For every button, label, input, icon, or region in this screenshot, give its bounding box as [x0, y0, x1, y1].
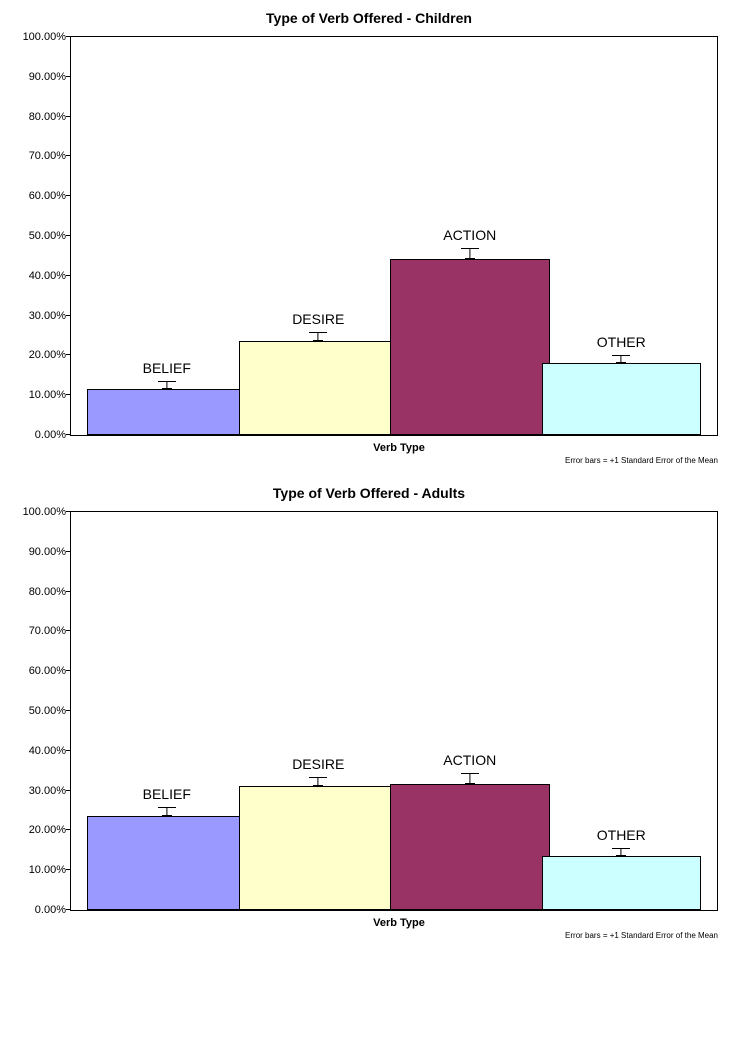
y-tick-label: 60.00% — [11, 665, 66, 677]
bar-wrap: BELIEF — [87, 816, 247, 910]
x-axis-label: Verb Type — [70, 442, 728, 454]
chart-frame: 0.00%10.00%20.00%30.00%40.00%50.00%60.00… — [70, 511, 718, 911]
error-cap — [461, 248, 479, 249]
bar-action — [390, 259, 550, 435]
bars-container: BELIEFDESIREACTIONOTHER — [71, 37, 717, 435]
error-cap — [612, 848, 630, 849]
y-tick-label: 80.00% — [11, 111, 66, 123]
plot-area: 0.00%10.00%20.00%30.00%40.00%50.00%60.00… — [70, 37, 717, 436]
y-tick-label: 20.00% — [11, 824, 66, 836]
y-tick-label: 50.00% — [11, 230, 66, 242]
y-tick-label: 90.00% — [11, 546, 66, 558]
bar-wrap: ACTION — [390, 784, 550, 910]
y-tick-label: 60.00% — [11, 190, 66, 202]
chart-frame: 0.00%10.00%20.00%30.00%40.00%50.00%60.00… — [70, 36, 718, 436]
bar-label: DESIRE — [292, 311, 344, 327]
bar-wrap: DESIRE — [239, 786, 399, 910]
y-tick-label: 10.00% — [11, 389, 66, 401]
bar-label: BELIEF — [143, 786, 191, 802]
y-tick-label: 40.00% — [11, 745, 66, 757]
y-tick-label: 100.00% — [11, 506, 66, 518]
y-tick-label: 40.00% — [11, 270, 66, 282]
bar-action — [390, 784, 550, 910]
y-tick-label: 90.00% — [11, 71, 66, 83]
y-tick-label: 20.00% — [11, 349, 66, 361]
bar-label: OTHER — [597, 827, 646, 843]
y-tick-label: 0.00% — [11, 429, 66, 441]
bar-wrap: DESIRE — [239, 341, 399, 435]
x-axis-label: Verb Type — [70, 917, 728, 929]
bars-container: BELIEFDESIREACTIONOTHER — [71, 512, 717, 910]
charts-root: Type of Verb Offered - Children0.00%10.0… — [10, 10, 728, 940]
bar-desire — [239, 341, 399, 435]
y-tick-label: 100.00% — [11, 31, 66, 43]
bar-wrap: OTHER — [542, 363, 702, 435]
bar-label: BELIEF — [143, 360, 191, 376]
error-cap — [158, 807, 176, 808]
bar-belief — [87, 389, 247, 435]
chart-1: Type of Verb Offered - Adults0.00%10.00%… — [10, 485, 728, 940]
chart-title: Type of Verb Offered - Children — [10, 10, 728, 26]
chart-footnote: Error bars = +1 Standard Error of the Me… — [10, 931, 718, 940]
y-tick-label: 50.00% — [11, 705, 66, 717]
y-tick-label: 10.00% — [11, 864, 66, 876]
chart-0: Type of Verb Offered - Children0.00%10.0… — [10, 10, 728, 465]
plot-area: 0.00%10.00%20.00%30.00%40.00%50.00%60.00… — [70, 512, 717, 911]
chart-title: Type of Verb Offered - Adults — [10, 485, 728, 501]
y-tick-label: 70.00% — [11, 150, 66, 162]
bar-label: ACTION — [443, 227, 496, 243]
error-cap — [461, 773, 479, 774]
bar-desire — [239, 786, 399, 910]
y-tick-label: 30.00% — [11, 310, 66, 322]
bar-wrap: ACTION — [390, 259, 550, 435]
bar-label: OTHER — [597, 334, 646, 350]
y-tick-label: 30.00% — [11, 785, 66, 797]
bar-wrap: BELIEF — [87, 389, 247, 435]
bar-other — [542, 856, 702, 910]
error-cap — [309, 332, 327, 333]
bar-label: ACTION — [443, 752, 496, 768]
bar-belief — [87, 816, 247, 910]
y-tick-label: 80.00% — [11, 586, 66, 598]
bar-other — [542, 363, 702, 435]
y-tick-label: 0.00% — [11, 904, 66, 916]
error-cap — [309, 777, 327, 778]
bar-label: DESIRE — [292, 756, 344, 772]
chart-footnote: Error bars = +1 Standard Error of the Me… — [10, 456, 718, 465]
error-cap — [612, 355, 630, 356]
bar-wrap: OTHER — [542, 856, 702, 910]
y-tick-label: 70.00% — [11, 625, 66, 637]
error-cap — [158, 381, 176, 382]
